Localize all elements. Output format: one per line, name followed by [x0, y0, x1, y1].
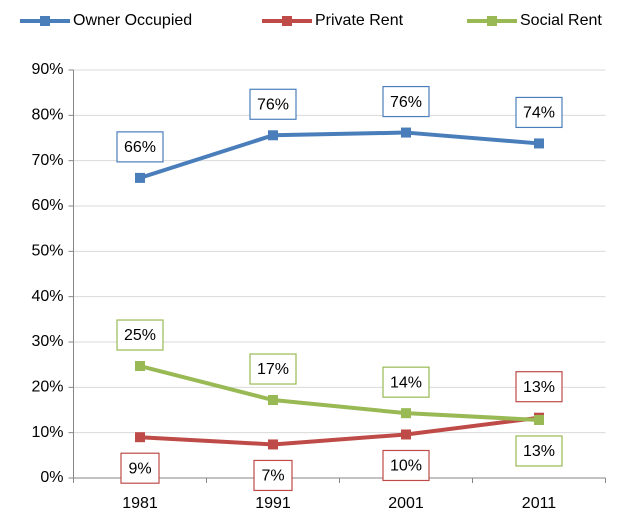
- y-tick-label: 50%: [31, 243, 63, 260]
- marker: [135, 361, 145, 372]
- data-label: 13%: [523, 379, 555, 396]
- y-tick-label: 80%: [31, 107, 63, 124]
- marker: [135, 432, 145, 443]
- x-tick-label: 1991: [255, 495, 291, 512]
- y-tick-label: 90%: [31, 61, 63, 78]
- data-label-box: [515, 96, 563, 129]
- data-label: 76%: [257, 96, 289, 113]
- data-label: 9%: [128, 460, 151, 477]
- marker: [401, 127, 411, 138]
- marker: [268, 439, 278, 450]
- data-label-box: [253, 459, 293, 492]
- data-label: 14%: [390, 374, 422, 391]
- data-label-box: [382, 449, 430, 482]
- data-label: 66%: [124, 139, 156, 156]
- y-tick-label: 40%: [31, 288, 63, 305]
- marker: [135, 172, 145, 183]
- data-label: 25%: [124, 327, 156, 344]
- data-label: 76%: [390, 94, 422, 111]
- data-label-box: [120, 452, 160, 484]
- y-tick-label: 30%: [31, 333, 63, 350]
- marker: [401, 408, 411, 419]
- data-label: 13%: [523, 443, 555, 460]
- data-label: 17%: [257, 361, 289, 378]
- data-label-box: [249, 88, 297, 120]
- data-label-box: [116, 131, 164, 163]
- legend-label: Owner Occupied: [73, 12, 192, 29]
- data-label-box: [382, 85, 430, 118]
- y-tick-label: 10%: [31, 424, 63, 441]
- legend-label: Social Rent: [520, 12, 602, 29]
- data-label-box: [116, 319, 164, 351]
- series-line: [139, 415, 540, 447]
- series-line: [139, 364, 540, 422]
- data-label-box: [249, 353, 297, 385]
- data-label: 74%: [523, 105, 555, 122]
- marker: [534, 138, 544, 149]
- x-tick-label: 2001: [388, 495, 424, 512]
- legend-marker: [40, 16, 50, 26]
- series-line: [139, 130, 540, 180]
- data-label-box: [382, 366, 430, 398]
- y-tick-label: 60%: [31, 197, 63, 214]
- legend-marker: [282, 16, 292, 26]
- legend-label: Private Rent: [315, 12, 404, 29]
- x-tick-label: 2011: [522, 495, 557, 512]
- data-label-box: [515, 435, 563, 467]
- data-label: 10%: [390, 458, 422, 475]
- x-tick-label: 1981: [122, 495, 158, 512]
- marker: [401, 429, 411, 440]
- y-tick-label: 70%: [31, 152, 63, 169]
- marker: [268, 395, 278, 406]
- legend-marker: [487, 16, 497, 26]
- y-tick-label: 20%: [31, 379, 63, 396]
- data-label: 7%: [261, 468, 284, 485]
- marker: [268, 130, 278, 141]
- data-label-box: [515, 371, 563, 403]
- y-tick-label: 0%: [40, 469, 63, 486]
- marker: [534, 414, 544, 425]
